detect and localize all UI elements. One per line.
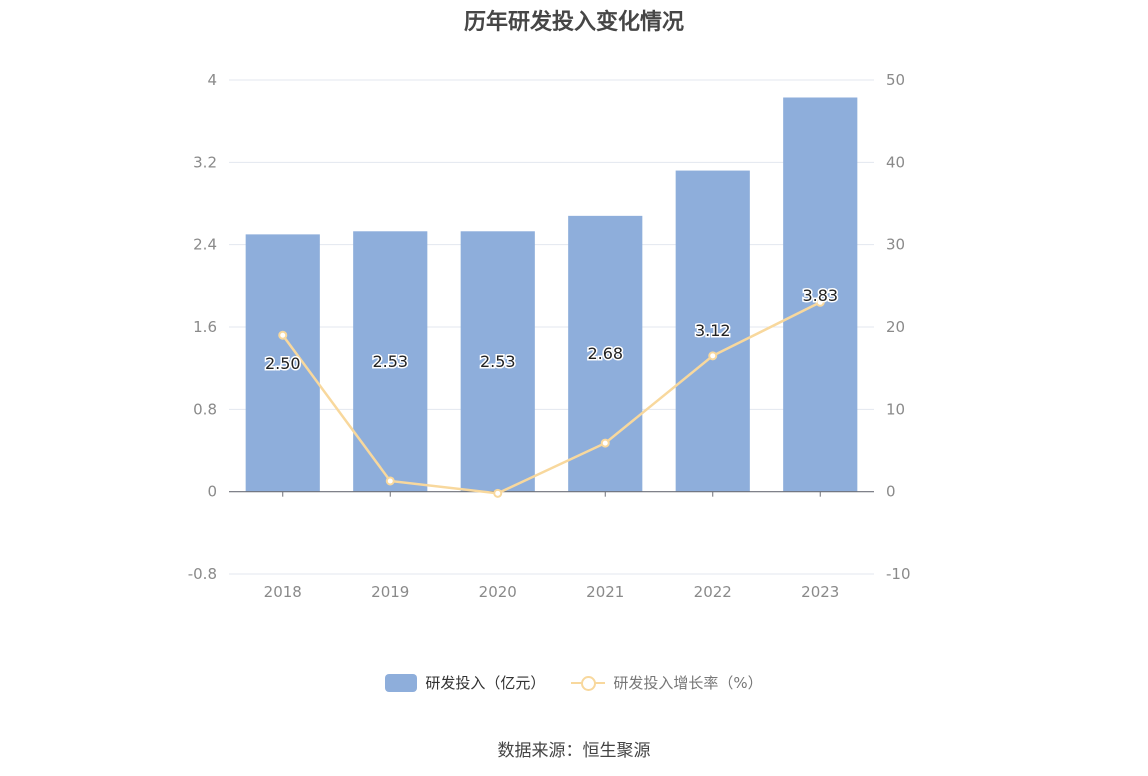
y-left-tick-label: 0: [207, 483, 217, 501]
x-tick-label: 2022: [694, 583, 732, 601]
grid-lines: [229, 79, 874, 575]
y-left-tick-label: 4: [207, 71, 217, 89]
x-tick-label: 2023: [801, 583, 839, 601]
legend-bar-label: 研发投入（亿元）: [425, 674, 546, 692]
y-left-tick-label: 0.8: [193, 400, 217, 418]
growth-rate-point: [278, 330, 288, 340]
chart-canvas: -0.8 0 0.8 1.6 2.4 3.2 4 -10 0 10 20 30 40 50 2018 2019…: [188, 71, 911, 601]
y-right-tick-label: 10: [886, 400, 905, 418]
line-series: [278, 297, 825, 498]
x-tick-label: 2020: [479, 583, 517, 601]
growth-rate-point: [708, 351, 718, 361]
bar-value-label: 3.83: [802, 286, 838, 305]
x-tick-label: 2019: [371, 583, 409, 601]
bar-value-label: 2.50: [265, 354, 301, 373]
axes: -0.8 0 0.8 1.6 2.4 3.2 4 -10 0 10 20 30 40 50 2018 2019…: [188, 71, 911, 601]
y-left-tick-label: -0.8: [188, 565, 217, 583]
bar-value-label: 3.12: [695, 321, 731, 340]
bar-series: [245, 97, 858, 492]
y-left-tick-label: 3.2: [193, 153, 217, 171]
bar-value-label: 2.53: [480, 352, 516, 371]
y-left-tick-label: 2.4: [193, 236, 217, 254]
y-right-tick-label: 50: [886, 71, 905, 89]
y-left-tick-label: 1.6: [193, 318, 217, 336]
y-right-tick-label: -10: [886, 565, 911, 583]
bar-value-label: 2.68: [587, 344, 623, 363]
data-source: 数据来源：恒生聚源: [497, 741, 651, 761]
y-right-tick-label: 40: [886, 153, 905, 171]
chart-title: 历年研发投入变化情况: [463, 10, 684, 35]
x-tick-label: 2018: [264, 583, 302, 601]
growth-rate-line: [281, 301, 821, 495]
y-right-tick-label: 20: [886, 318, 905, 336]
data-labels: 2.50 2.53 2.53 2.68 3.12 3.83: [263, 285, 839, 375]
growth-rate-point: [385, 476, 395, 486]
legend-line-label: 研发投入增长率（%）: [613, 674, 763, 692]
growth-rate-point: [815, 297, 825, 307]
legend: 研发投入（亿元） 研发投入增长率（%）: [0, 672, 1148, 693]
growth-rate-point: [600, 438, 610, 448]
legend-item-rd-investment[interactable]: 研发投入（亿元）: [385, 672, 545, 693]
bar-value-label: 2.53: [372, 352, 408, 371]
y-right-tick-label: 30: [886, 236, 905, 254]
bar: [245, 234, 320, 492]
y-right-tick-label: 0: [886, 483, 896, 501]
legend-item-growth-rate[interactable]: 研发投入增长率（%）: [571, 672, 763, 693]
bar: [460, 231, 535, 492]
bar: [783, 97, 858, 492]
bar: [675, 170, 750, 492]
growth-rate-point: [493, 488, 503, 498]
legend-line-swatch: [571, 674, 606, 692]
x-tick-label: 2021: [586, 583, 624, 601]
legend-bar-swatch: [385, 673, 418, 692]
